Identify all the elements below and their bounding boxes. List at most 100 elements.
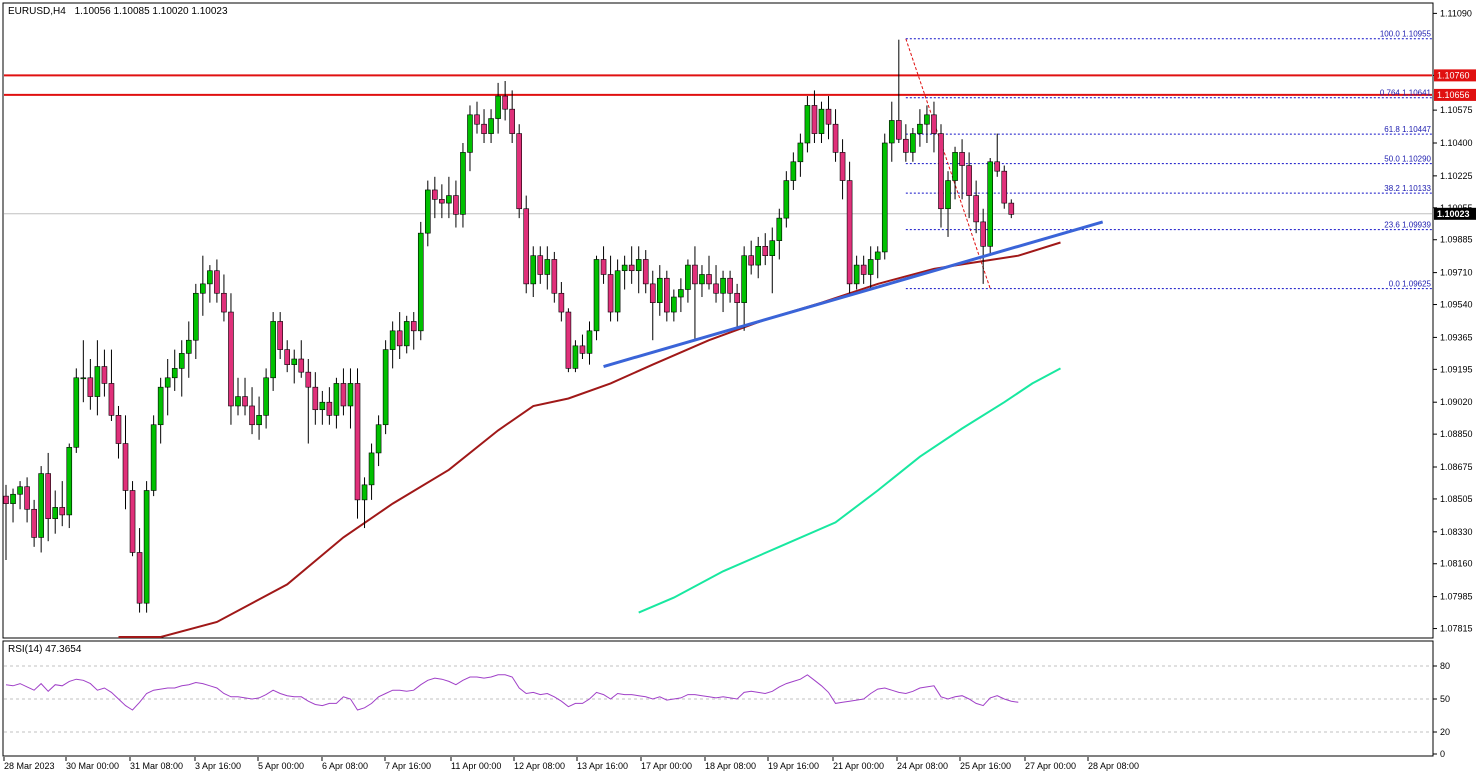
candle-body	[31, 508, 37, 538]
candle-body	[980, 221, 986, 247]
price-tick-label: 1.11090	[1440, 8, 1472, 18]
candle-body	[910, 133, 916, 153]
price-tick-label: 1.08675	[1440, 462, 1473, 472]
candle-body	[439, 199, 445, 204]
time-tick-label: 24 Apr 08:00	[897, 761, 948, 771]
fib-level-label: 0.764 1.10641	[1380, 89, 1432, 98]
candle-body	[368, 452, 375, 486]
candle-body	[305, 371, 312, 388]
candle-body	[797, 142, 804, 163]
candle-body	[713, 283, 719, 294]
candle-body	[178, 353, 185, 369]
candle-body	[818, 108, 825, 134]
price-tick-label: 1.08160	[1440, 559, 1473, 569]
candle-body	[839, 152, 846, 181]
candle-body	[769, 240, 776, 256]
time-tick-label: 28 Apr 08:00	[1088, 761, 1139, 771]
fib-anchor-line	[905, 38, 991, 289]
rsi-line	[5, 674, 1019, 711]
candle-body	[952, 152, 958, 181]
time-axis: 28 Mar 2023 30 Mar 00:00 31 Mar 08:00 3 Apr…	[3, 757, 1139, 771]
time-tick-label: 19 Apr 16:00	[768, 761, 819, 771]
candle-body	[945, 180, 951, 210]
candle-body	[66, 446, 73, 516]
candle-body	[888, 120, 895, 144]
candle-body	[502, 95, 508, 110]
candle-body	[516, 133, 522, 210]
candle-body	[811, 105, 818, 134]
candle-body	[45, 473, 51, 519]
fib-level-label: 38.2 1.10133	[1384, 184, 1431, 193]
fib-level-label: 0.0 1.09625	[1389, 280, 1432, 289]
price-tick-label: 1.08850	[1440, 429, 1473, 439]
rsi-indicator	[4, 665, 1432, 733]
candle-body	[354, 383, 361, 501]
time-tick-label: 18 Apr 08:00	[705, 761, 756, 771]
candle-body	[375, 424, 382, 454]
candle-body	[748, 255, 754, 266]
candle-body	[122, 443, 129, 491]
candle-body	[488, 118, 494, 134]
price-tick-label: 1.08330	[1440, 527, 1473, 537]
candle-body	[467, 114, 473, 153]
candle-body	[52, 507, 59, 519]
rsi-axis: 80 50 20 0	[1433, 661, 1450, 759]
fib-level-label: 61.8 1.10447	[1384, 125, 1431, 134]
candle-body	[656, 277, 663, 303]
candle-body	[101, 366, 108, 384]
candle-body	[94, 366, 101, 397]
candle-body	[607, 274, 614, 313]
time-tick-label: 28 Mar 2023	[4, 761, 55, 771]
candle-body	[509, 108, 515, 134]
candle-body	[600, 259, 607, 275]
time-tick-label: 6 Apr 08:00	[322, 761, 368, 771]
candle-body	[734, 292, 740, 303]
candle-body	[881, 142, 888, 253]
time-tick-label: 12 Apr 08:00	[514, 761, 565, 771]
candle-body	[565, 311, 572, 369]
candle-body	[474, 114, 480, 125]
candle-body	[256, 415, 262, 426]
time-tick-label: 7 Apr 16:00	[385, 761, 431, 771]
candle-body	[593, 259, 600, 332]
candle-body	[699, 274, 705, 285]
candle-body	[924, 114, 930, 125]
symbol-timeframe: EURUSD,H4	[8, 6, 66, 17]
candle-body	[671, 296, 677, 313]
candle-body	[3, 495, 9, 504]
candle-body	[790, 161, 797, 181]
candle-body	[966, 165, 972, 196]
rsi-tick-label: 50	[1440, 694, 1450, 704]
price-axis[interactable]: 1.11090 1.10760 1.10575 1.10400 1.10225 1.100…	[1433, 8, 1476, 634]
candle-body	[706, 274, 712, 285]
candle-body	[298, 358, 305, 373]
candle-body	[453, 195, 459, 215]
candle-body	[326, 401, 333, 416]
candle-body	[586, 330, 593, 354]
current-price-tag	[1434, 207, 1476, 220]
fibonacci-retracement[interactable]: 100.0 1.10955 0.764 1.10641 61.8 1.10447 50…	[905, 30, 1433, 290]
candle-body	[333, 383, 340, 416]
trendline-group[interactable]	[603, 220, 1104, 368]
candle-body	[382, 349, 389, 426]
current-price-label: 1.10023	[1437, 209, 1470, 219]
resistance-label: 1.10656	[1437, 90, 1470, 100]
price-tick-label: 1.10400	[1440, 138, 1473, 148]
candle-body	[867, 259, 874, 275]
candle-body	[150, 424, 157, 491]
time-tick-label: 3 Apr 16:00	[195, 761, 241, 771]
price-tick-label: 1.10055	[1440, 203, 1473, 213]
candle-body	[347, 383, 354, 407]
resistance-label: 1.10760	[1437, 70, 1470, 80]
price-tick-label: 1.10225	[1440, 171, 1473, 181]
candle-body	[635, 259, 642, 272]
candle-body	[38, 473, 44, 538]
candle-body	[417, 232, 424, 332]
candle-body	[24, 486, 30, 510]
candle-body	[931, 114, 937, 134]
time-tick-label: 5 Apr 00:00	[258, 761, 304, 771]
horizontal-levels	[4, 74, 1432, 215]
candle-body	[917, 123, 923, 134]
candle-body	[776, 217, 783, 241]
